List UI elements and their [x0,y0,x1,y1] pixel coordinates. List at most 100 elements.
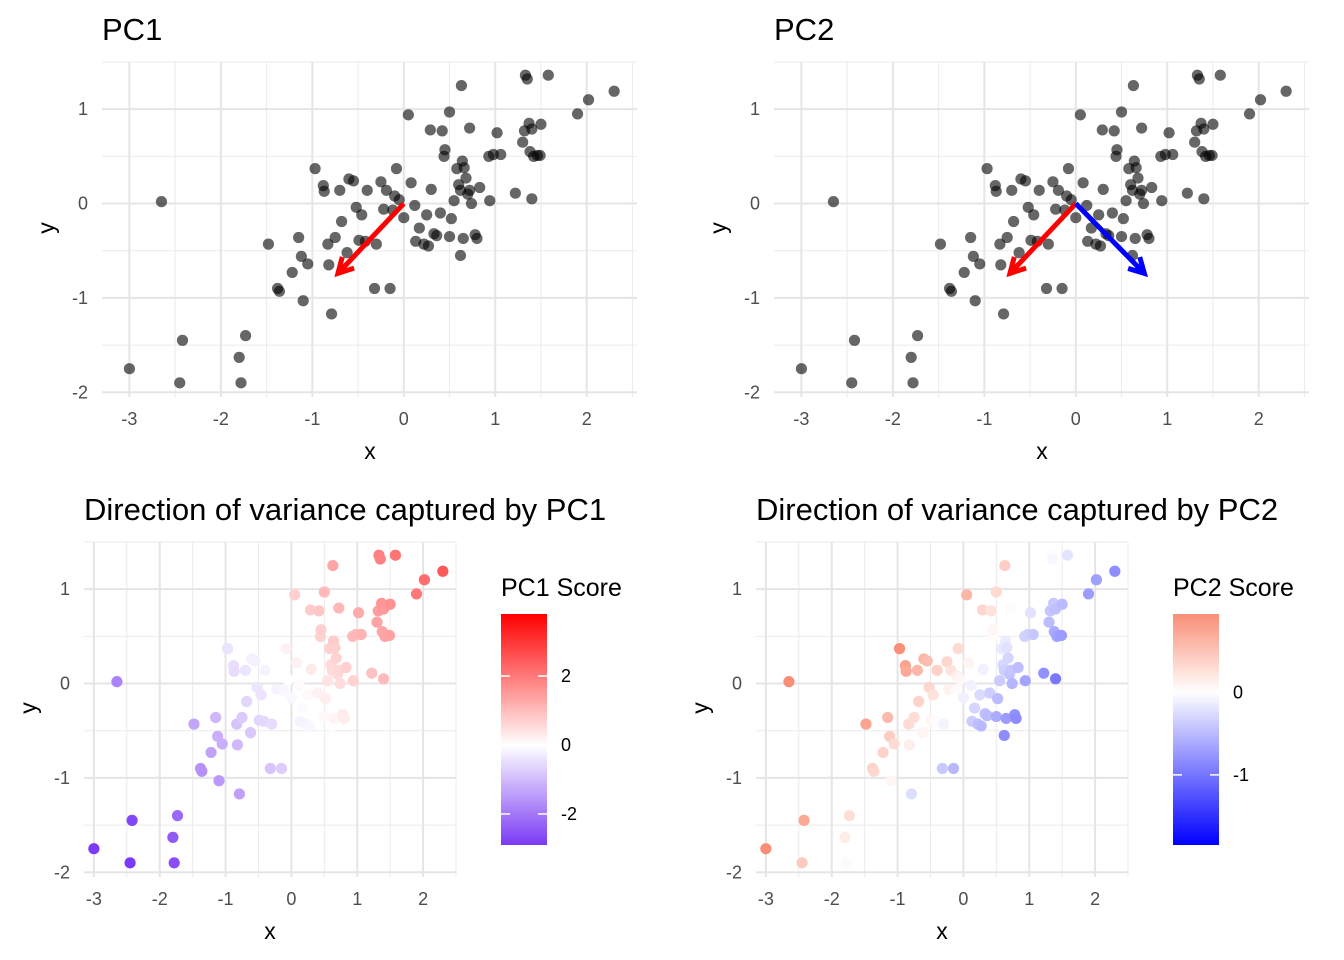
data-point [266,718,278,730]
legend-ticks: -2 0 2 [501,666,577,824]
data-point [370,238,382,250]
y-axis-label: y [687,702,713,714]
data-point [390,163,403,175]
data-point [424,124,436,136]
data-point [409,199,421,212]
data-point [542,69,554,81]
grid [756,541,1129,877]
data-point [333,602,345,614]
data-point [361,184,373,196]
data-point [320,693,332,705]
data-point [798,814,810,826]
data-point [1108,125,1120,137]
x-axis-label: x [1036,438,1048,464]
data-point [326,729,338,742]
data-point [434,207,446,219]
tick-labels: -3 -2 -1 0 1 2 -2 -1 0 1 [726,579,1100,909]
x-tick-label: 2 [418,889,428,909]
legend-title: PC2 Score [1173,574,1294,602]
data-point [957,692,969,704]
data-point [244,727,257,739]
data-point [1163,127,1175,139]
data-point [338,712,350,725]
y-axis-label: y [15,702,41,714]
data-point [843,810,856,822]
data-point [293,679,305,692]
data-point [233,788,245,800]
data-point [608,85,620,97]
data-point [255,689,267,701]
points [795,69,1292,389]
y-tick-label: -1 [726,768,742,788]
data-point [167,831,179,843]
data-point [474,181,486,194]
data-point [1056,282,1068,295]
data-point [1008,215,1020,228]
data-point [437,565,449,577]
pc1-arrow [334,201,406,278]
data-point [262,238,275,250]
legend-tick-label: -1 [1233,765,1249,785]
data-point [913,695,925,708]
data-point [330,652,342,664]
data-point [431,230,443,242]
data-point [1006,677,1018,690]
data-point [796,857,808,869]
x-tick-label: 1 [1024,889,1034,909]
data-point [882,711,894,724]
data-point [905,788,917,800]
arrow-head [1006,256,1027,278]
data-point [285,692,297,704]
data-point [282,674,294,686]
data-point [526,193,538,205]
data-point [291,657,303,669]
data-point [927,689,939,701]
data-point [210,711,222,724]
data-point [958,266,970,279]
data-point [355,628,367,641]
data-point [228,665,240,677]
data-point [1013,247,1025,259]
x-tick-label: 0 [1071,409,1081,429]
data-point [952,643,964,655]
data-point [293,231,305,244]
data-point [1024,607,1037,619]
data-point [860,718,872,730]
y-tick-label: 0 [60,674,70,694]
data-point [994,238,1006,250]
grid [102,61,637,397]
data-point [322,675,334,687]
panel-pc2-score: Direction of variance captured by PC2 -3… [687,492,1278,944]
data-point [286,266,298,279]
data-point [1243,108,1256,120]
data-point [171,810,184,822]
data-point [318,586,330,598]
data-point [1129,232,1141,245]
data-point [1047,176,1059,188]
data-point [1146,181,1158,194]
data-point [998,729,1010,742]
data-point [1109,565,1121,577]
data-point [275,762,288,775]
x-tick-label: -3 [758,889,774,909]
x-tick-label: 2 [582,409,592,429]
data-point [1156,195,1168,207]
data-point [1019,675,1031,687]
data-point [911,330,924,342]
x-tick-label: 1 [352,889,362,909]
data-point [839,831,851,843]
x-tick-label: -1 [976,409,992,429]
data-point [990,586,1002,598]
y-axis-label: y [705,222,731,234]
data-point [974,258,986,270]
data-point [405,177,417,189]
data-point [371,616,383,628]
data-point [329,642,341,654]
legend-tick-label: 0 [1233,682,1243,702]
data-point [325,308,338,320]
data-point [340,661,352,674]
y-tick-label: 0 [750,194,760,214]
data-point [1049,673,1062,685]
x-tick-label: -1 [218,889,234,909]
panel-pc1-score: Direction of variance captured by PC1 -3… [15,492,606,944]
